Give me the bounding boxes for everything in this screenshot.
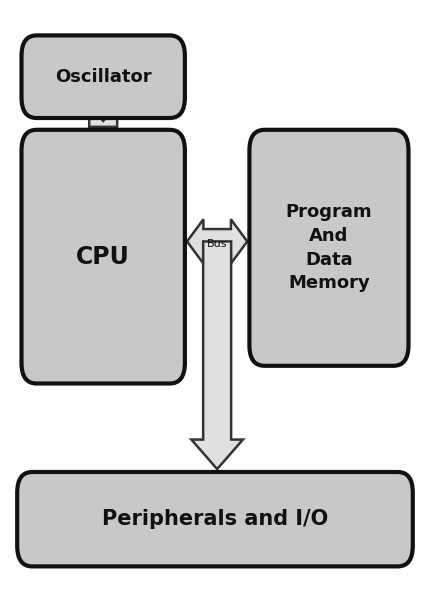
Polygon shape: [191, 241, 243, 469]
FancyBboxPatch shape: [22, 35, 185, 118]
FancyBboxPatch shape: [22, 130, 185, 384]
Text: Peripherals and I/O: Peripherals and I/O: [102, 509, 328, 529]
Polygon shape: [78, 93, 128, 127]
FancyBboxPatch shape: [17, 472, 413, 566]
Text: Bus: Bus: [207, 240, 227, 250]
Text: Oscillator: Oscillator: [55, 68, 151, 86]
Polygon shape: [187, 219, 247, 264]
FancyBboxPatch shape: [249, 130, 408, 366]
Text: CPU: CPU: [77, 245, 130, 268]
Text: Program
And
Data
Memory: Program And Data Memory: [286, 204, 372, 292]
